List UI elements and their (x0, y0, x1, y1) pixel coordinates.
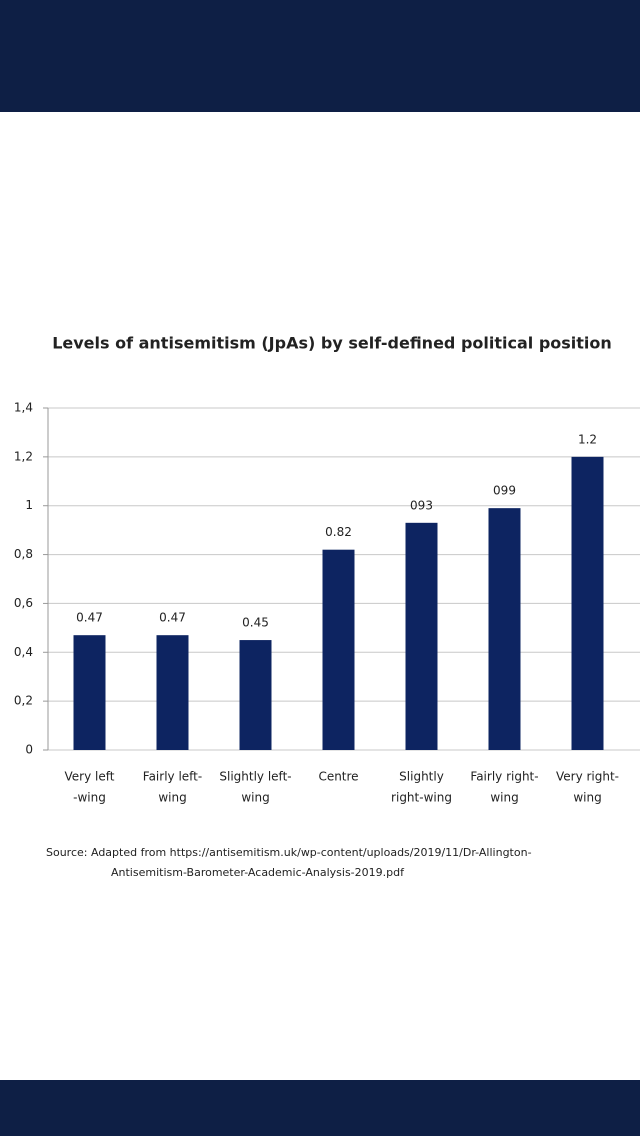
x-tick-label: Very left (65, 770, 115, 784)
bar (405, 522, 438, 750)
bar (156, 635, 189, 750)
bar (73, 635, 106, 750)
value-label: 0.45 (242, 616, 269, 630)
value-label: 0.47 (76, 611, 103, 625)
x-tick-label: Slightly left- (219, 770, 291, 784)
y-tick-label: 1 (25, 498, 33, 512)
chart-title: Levels of antisemitism (JpAs) by self-de… (52, 334, 612, 353)
y-tick-label: 1,2 (14, 449, 33, 463)
bar (488, 508, 521, 750)
x-tick-label: Very right- (556, 770, 619, 784)
x-tick-label: Fairly left- (143, 770, 202, 784)
x-tick-label: wing (490, 791, 518, 805)
bar (571, 456, 604, 750)
value-label: 1.2 (578, 432, 597, 446)
x-tick-label: Fairly right- (470, 770, 538, 784)
x-tick-label: wing (573, 791, 601, 805)
y-tick-label: 1,4 (14, 401, 33, 415)
x-tick-label: Centre (318, 770, 358, 784)
value-label: 093 (410, 498, 433, 512)
bottom-bar (0, 1080, 640, 1136)
y-tick-label: 0,2 (14, 694, 33, 708)
y-tick-label: 0,4 (14, 645, 33, 659)
top-bar (0, 0, 640, 112)
value-label: 0.82 (325, 525, 352, 539)
y-tick-label: 0,6 (14, 596, 33, 610)
x-tick-label: Slightly (399, 770, 444, 784)
x-tick-label: right-wing (391, 791, 452, 805)
source-line: Source: Adapted from https://antisemitis… (46, 846, 532, 859)
y-tick-label: 0 (25, 743, 33, 757)
x-tick-label: -wing (73, 791, 106, 805)
bar (322, 549, 355, 750)
x-tick-label: wing (158, 791, 186, 805)
bar (239, 640, 272, 750)
x-tick-label: wing (241, 791, 269, 805)
value-label: 099 (493, 484, 516, 498)
y-tick-label: 0,8 (14, 547, 33, 561)
value-label: 0.47 (159, 611, 186, 625)
source-line: Antisemitism-Barometer-Academic-Analysis… (111, 866, 405, 879)
